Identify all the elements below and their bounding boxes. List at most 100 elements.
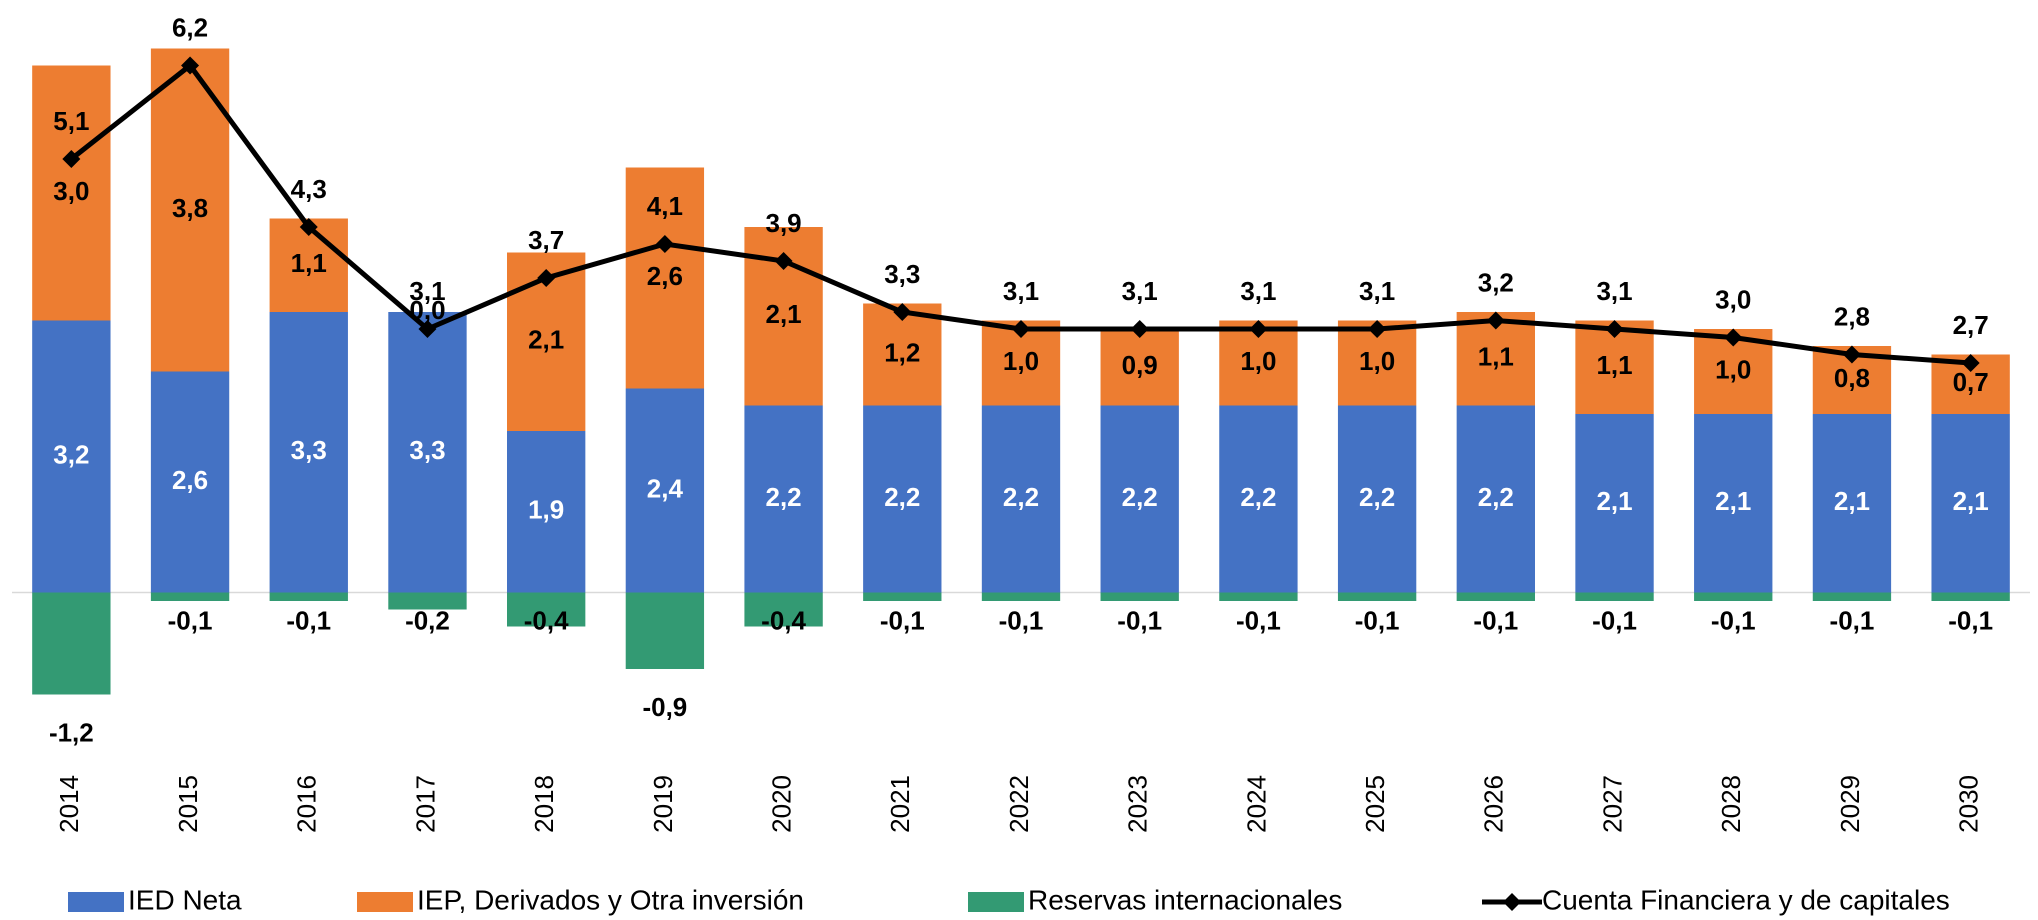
data-label: -0,1 bbox=[1473, 605, 1518, 635]
data-label: 3,1 bbox=[409, 276, 445, 306]
x-tick-label: 2014 bbox=[54, 775, 84, 833]
bar bbox=[1456, 592, 1535, 601]
data-label: -0,1 bbox=[1355, 605, 1400, 635]
bar bbox=[744, 592, 823, 627]
bar bbox=[388, 312, 467, 593]
line-marker bbox=[1249, 320, 1268, 338]
data-label: 2,1 bbox=[1834, 486, 1870, 516]
data-label: 2,7 bbox=[1953, 310, 1989, 340]
data-label: 3,0 bbox=[53, 176, 89, 206]
data-label: 0,7 bbox=[1953, 367, 1989, 397]
legend-label: Cuenta Financiera y de capitales bbox=[1542, 884, 1950, 915]
data-label: 5,1 bbox=[53, 106, 89, 136]
data-label: 2,1 bbox=[766, 299, 802, 329]
x-tick-label: 2017 bbox=[410, 775, 440, 833]
x-tick-label: 2024 bbox=[1241, 775, 1271, 833]
legend-label: IED Neta bbox=[128, 884, 242, 915]
x-tick-label: 2019 bbox=[648, 775, 678, 833]
data-label: 2,2 bbox=[1122, 482, 1158, 512]
data-label: -0,9 bbox=[642, 692, 687, 722]
bar bbox=[269, 312, 348, 593]
bar bbox=[625, 388, 705, 593]
data-label: 2,4 bbox=[647, 473, 684, 503]
data-label: 3,2 bbox=[1478, 267, 1514, 297]
data-label: 3,3 bbox=[409, 435, 445, 465]
legend-swatch bbox=[968, 892, 1024, 912]
legend-label: Reservas internacionales bbox=[1028, 884, 1342, 915]
x-tick-label: 2020 bbox=[766, 775, 796, 833]
bar bbox=[1337, 592, 1417, 601]
bar bbox=[1931, 592, 2010, 601]
data-label: 2,1 bbox=[1596, 486, 1632, 516]
data-label: 1,0 bbox=[1359, 346, 1395, 376]
data-label: -0,4 bbox=[524, 605, 569, 635]
x-tick-label: 2030 bbox=[1954, 775, 1984, 833]
bar bbox=[269, 592, 348, 601]
bar bbox=[1931, 414, 2010, 593]
bar bbox=[32, 592, 111, 695]
data-label: -0,1 bbox=[1711, 605, 1756, 635]
bar bbox=[625, 167, 705, 389]
line-marker bbox=[1724, 328, 1743, 347]
data-label: 1,0 bbox=[1003, 346, 1039, 376]
bar bbox=[863, 405, 942, 593]
line-marker bbox=[1368, 320, 1387, 338]
line-marker bbox=[1961, 354, 1980, 372]
line-marker bbox=[1842, 345, 1861, 364]
data-label: -0,1 bbox=[168, 605, 213, 635]
data-label: 3,8 bbox=[172, 193, 208, 223]
data-label: 1,1 bbox=[1478, 342, 1514, 372]
data-label: 3,3 bbox=[291, 435, 327, 465]
bar bbox=[981, 405, 1061, 593]
line bbox=[69, 61, 1971, 366]
data-label: -0,1 bbox=[880, 605, 925, 635]
bar bbox=[1100, 329, 1179, 406]
bar bbox=[1337, 405, 1417, 593]
line-marker bbox=[893, 303, 912, 321]
data-label: 2,6 bbox=[172, 465, 208, 495]
bar bbox=[1100, 405, 1179, 593]
data-label: 0,9 bbox=[1122, 350, 1158, 380]
bar bbox=[388, 592, 467, 610]
data-label: 6,2 bbox=[172, 12, 208, 42]
data-label: 1,1 bbox=[291, 248, 327, 278]
data-label: 2,2 bbox=[884, 482, 920, 512]
data-label: -0,2 bbox=[405, 605, 450, 635]
x-tick-label: 2027 bbox=[1597, 775, 1627, 833]
data-label: 3,9 bbox=[766, 208, 802, 238]
bar bbox=[1219, 405, 1298, 593]
legend-label: IEP, Derivados y Otra inversión bbox=[417, 884, 804, 915]
data-label: 2,2 bbox=[1478, 482, 1514, 512]
data-label: 2,2 bbox=[1003, 482, 1039, 512]
data-label: 2,1 bbox=[528, 325, 564, 355]
line-marker bbox=[62, 150, 81, 168]
line-marker bbox=[1130, 320, 1149, 338]
data-label: 2,1 bbox=[1953, 486, 1989, 516]
data-label: 0,8 bbox=[1834, 363, 1870, 393]
x-tick-label: 2025 bbox=[1360, 775, 1390, 833]
data-label: 1,9 bbox=[528, 495, 564, 525]
line-marker bbox=[1605, 320, 1624, 338]
data-label: 2,1 bbox=[1715, 486, 1751, 516]
bar bbox=[625, 592, 705, 669]
x-tick-label: 2028 bbox=[1716, 775, 1746, 833]
data-label: 3,1 bbox=[1122, 276, 1158, 306]
bar bbox=[1219, 592, 1298, 601]
data-label: -0,1 bbox=[1117, 605, 1162, 635]
line-marker bbox=[774, 252, 793, 270]
line-marker bbox=[181, 56, 200, 75]
data-label: 1,0 bbox=[1715, 354, 1751, 384]
line-marker bbox=[1486, 311, 1505, 330]
bar bbox=[150, 592, 230, 601]
line-marker bbox=[299, 218, 318, 236]
bar bbox=[1812, 414, 1892, 593]
line-marker bbox=[418, 320, 437, 338]
legend-swatch bbox=[68, 892, 124, 912]
bar bbox=[981, 592, 1061, 601]
bar bbox=[507, 592, 586, 627]
data-label: -0,1 bbox=[286, 605, 331, 635]
data-label: 3,7 bbox=[528, 225, 564, 255]
bar bbox=[507, 431, 586, 593]
x-tick-label: 2015 bbox=[173, 775, 203, 833]
data-label: 3,0 bbox=[1715, 284, 1751, 314]
